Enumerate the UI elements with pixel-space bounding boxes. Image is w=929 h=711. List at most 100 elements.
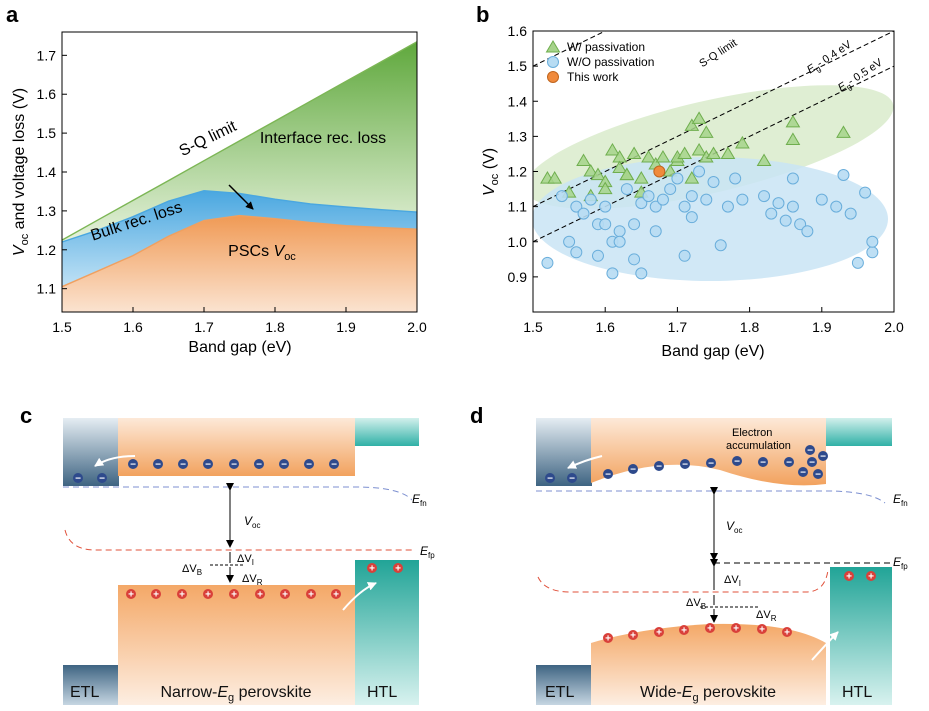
hole-transfer-arrow-c [342, 582, 377, 611]
panel-b-xtick-label: 2.0 [884, 319, 904, 335]
point-with-passivation [836, 125, 851, 138]
hole-sign: + [656, 628, 662, 639]
panel-a-ytick-label: 1.2 [37, 242, 57, 258]
efn-line-d [536, 490, 886, 504]
electron-sign: − [630, 465, 636, 476]
panel-b-xlabel: Band gap (eV) [661, 343, 764, 360]
legend-label: This work [567, 70, 619, 84]
area-bulk-loss [62, 190, 417, 287]
hole-sign: + [707, 624, 713, 635]
point-with-passivation [785, 132, 801, 145]
panel-b-xtick-label: 1.6 [595, 319, 615, 335]
voc-label-c: Voc [244, 514, 260, 530]
perovskite-valence-d [591, 623, 826, 705]
efn-label-c: Efn [412, 492, 427, 508]
hole [367, 563, 377, 573]
electron-sign: − [256, 460, 262, 471]
electron [73, 473, 83, 483]
point-without-passivation [628, 218, 641, 231]
hole-sign: + [231, 590, 237, 601]
electron [567, 473, 577, 483]
electron-sign: − [708, 459, 714, 470]
point-with-passivation [583, 164, 599, 177]
panel-b-ytick-label: 0.9 [508, 269, 528, 285]
point-without-passivation [671, 172, 684, 185]
line-bulk-rec-loss [61, 189, 418, 243]
point-with-passivation [720, 146, 736, 159]
point-with-passivation [706, 146, 721, 159]
panel-d-letter: d [470, 403, 483, 428]
hole-sign: + [153, 590, 159, 601]
hole [757, 624, 767, 634]
electron-sign: − [807, 446, 813, 457]
holes-c: + + + + + + + + + + + [126, 563, 403, 601]
efn-line-c [63, 486, 413, 501]
point-without-passivation [794, 218, 807, 231]
electron [805, 445, 815, 455]
hole [203, 589, 213, 599]
panel-b: b 1.5 1.6 1.7 1.8 1.9 2.00.91.01.11.21.31.41.… [476, 2, 904, 360]
panel-a-xtick-label: 1.5 [52, 319, 72, 335]
line-pscs-v-oc [61, 214, 418, 288]
electron [178, 459, 188, 469]
voc-label-d: Voc [726, 519, 742, 535]
point-without-passivation [830, 200, 843, 213]
point-without-passivation [678, 200, 691, 213]
legend-label: W/ passivation [567, 40, 645, 54]
electron-sign: − [682, 460, 688, 471]
electron-sign: − [547, 474, 553, 485]
point-without-passivation [700, 193, 713, 206]
electron [254, 459, 264, 469]
point-without-passivation [599, 218, 612, 231]
hole-sign: + [868, 572, 874, 583]
hole [628, 630, 638, 640]
panel-b-ytick-label: 1.2 [508, 164, 528, 180]
panel-b-ytick-label: 1.5 [508, 58, 528, 74]
htl-label-d: HTL [842, 684, 872, 701]
panel-a-xlabel: Band gap (eV) [188, 339, 291, 356]
dvi-label-d: ΔVI [724, 574, 741, 588]
dvb-label-d: ΔVB [686, 597, 706, 611]
legend-marker [547, 71, 559, 83]
point-without-passivation [570, 200, 583, 213]
electron [654, 461, 664, 471]
point-with-passivation [698, 125, 714, 138]
panel-b-xtick-label: 1.7 [668, 319, 688, 335]
point-without-passivation [714, 239, 727, 252]
point-with-passivation [605, 142, 620, 156]
point-without-passivation [635, 197, 648, 210]
electron [680, 459, 690, 469]
point-without-passivation [555, 190, 568, 203]
point-without-passivation [758, 190, 771, 203]
electron-sign: − [306, 460, 312, 471]
point-with-passivation [619, 167, 635, 181]
electron-sign: − [130, 460, 136, 471]
electron [798, 467, 808, 477]
electron-sign: − [155, 460, 161, 471]
electron [758, 457, 768, 467]
hole [229, 589, 239, 599]
electron-sign: − [800, 468, 806, 479]
point-with-passivation [785, 114, 801, 128]
point-with-passivation [626, 146, 642, 159]
area-psc-voc [62, 215, 417, 312]
hole-sign: + [257, 590, 263, 601]
point-without-passivation [541, 256, 554, 269]
hole [782, 627, 792, 637]
label-psc-voc: PSCs Voc [228, 243, 296, 263]
electron-sign: − [331, 460, 337, 471]
panel-a-ytick-label: 1.5 [37, 125, 57, 141]
point-without-passivation [628, 253, 641, 266]
efp-line-d [537, 569, 829, 593]
panel-a-ytick-label: 1.4 [37, 164, 57, 180]
point-without-passivation [851, 256, 864, 269]
electron-accumulation-label: Electron accumulation [726, 427, 791, 452]
electron [545, 473, 555, 483]
htl-valence-d [830, 567, 892, 705]
point-without-passivation [613, 225, 626, 238]
panel-d: d − − − − − − − − −−−− −− − + + + + + + + ++ + Electron acc… [470, 403, 908, 705]
electron [153, 459, 163, 469]
etl-label-c: ETL [70, 684, 99, 701]
point-without-passivation [859, 186, 872, 199]
